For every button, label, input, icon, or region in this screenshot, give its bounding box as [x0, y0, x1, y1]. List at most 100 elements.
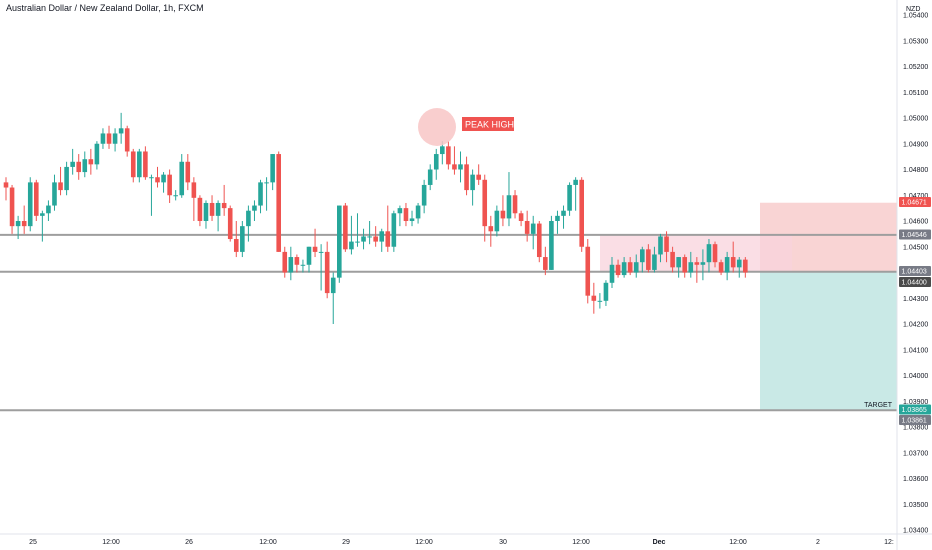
candle-body: [682, 257, 688, 273]
candle-body: [415, 205, 421, 219]
candle: [549, 215, 554, 270]
candle: [712, 241, 718, 268]
candle-body: [579, 179, 584, 247]
candle: [482, 174, 488, 242]
price-tag: 1.04400: [899, 277, 931, 287]
candle-body: [640, 249, 645, 263]
candle: [246, 205, 251, 242]
candle-body: [367, 236, 372, 238]
candle: [367, 221, 372, 245]
candle-body: [161, 174, 166, 183]
candle-body: [15, 221, 21, 227]
candle: [288, 246, 294, 281]
x-tick-label: 12:00: [259, 539, 277, 546]
candle: [161, 172, 166, 193]
peak-label-box[interactable]: [462, 117, 514, 131]
candle-body: [361, 236, 366, 242]
candle: [312, 228, 318, 258]
candle: [446, 141, 451, 170]
candle: [264, 177, 269, 211]
candle-body: [100, 133, 106, 144]
candle: [76, 154, 82, 180]
candle-body: [403, 208, 409, 221]
candle-body: [433, 154, 439, 170]
peak-highlight-circle[interactable]: [418, 108, 456, 146]
candle-body: [252, 205, 257, 211]
currency-label: NZD: [906, 6, 920, 13]
candle-body: [130, 151, 136, 178]
y-tick-label: 1.04000: [903, 373, 928, 380]
candle-body: [149, 177, 154, 179]
candle: [21, 205, 27, 234]
candle-body: [76, 161, 82, 173]
candle: [543, 246, 548, 276]
candle: [597, 293, 603, 309]
candle-body: [730, 257, 736, 268]
candle-body: [324, 251, 330, 294]
candle: [118, 112, 124, 144]
price-tag-label: 1.03861: [902, 418, 927, 425]
candle: [640, 246, 645, 273]
candle: [149, 174, 154, 216]
price-tag: 1.04546: [899, 229, 931, 240]
candle: [300, 259, 306, 273]
candle-body: [427, 169, 433, 185]
candle-body: [627, 262, 633, 273]
candle: [82, 151, 88, 178]
candle: [9, 184, 15, 234]
candle-body: [482, 179, 488, 227]
take-profit-zone[interactable]: [760, 271, 897, 411]
candle: [476, 164, 481, 185]
candle-body: [167, 174, 172, 196]
y-tick-label: 1.04300: [903, 296, 928, 303]
candle: [603, 280, 609, 306]
y-tick-label: 1.03700: [903, 450, 928, 457]
candle: [743, 257, 748, 278]
x-tick-label: 25: [29, 539, 37, 546]
candle: [609, 257, 615, 288]
candle-body: [664, 236, 669, 252]
candle: [621, 257, 627, 278]
candle-body: [27, 182, 33, 227]
candle: [337, 205, 342, 283]
candle-body: [536, 223, 542, 258]
candle: [306, 246, 312, 273]
candle: [536, 221, 542, 263]
candle: [518, 210, 524, 227]
candle: [736, 257, 742, 278]
candle: [258, 179, 263, 214]
price-tag-label: 1.04546: [902, 232, 927, 239]
candle-body: [185, 161, 191, 183]
candle: [530, 215, 536, 250]
candle-body: [70, 161, 75, 167]
candle: [573, 177, 578, 211]
candle: [112, 128, 118, 152]
candle: [615, 259, 621, 278]
candle-body: [736, 259, 742, 268]
candle-body: [40, 213, 45, 216]
candle-body: [179, 161, 185, 196]
y-tick-label: 1.04500: [903, 244, 928, 251]
candle-body: [203, 202, 209, 221]
candle: [700, 249, 706, 281]
candle: [209, 195, 215, 221]
candle-body: [555, 215, 560, 221]
candle-body: [573, 179, 578, 185]
price-tag-label: 1.04671: [902, 200, 927, 207]
chart-title: Australian Dollar / New Zealand Dollar, …: [6, 3, 204, 13]
candle-body: [34, 182, 39, 216]
candle: [185, 154, 191, 191]
candle: [100, 128, 106, 149]
candle-body: [270, 154, 275, 183]
candle: [415, 202, 421, 224]
x-tick-label: 12:: [884, 539, 894, 546]
candle-body: [52, 182, 57, 206]
candle-body: [173, 195, 178, 197]
candle: [179, 154, 185, 198]
candle: [173, 190, 178, 201]
candle-body: [246, 210, 251, 227]
candle: [294, 254, 300, 273]
candle: [421, 179, 427, 214]
x-tick-label: 12:00: [102, 539, 120, 546]
